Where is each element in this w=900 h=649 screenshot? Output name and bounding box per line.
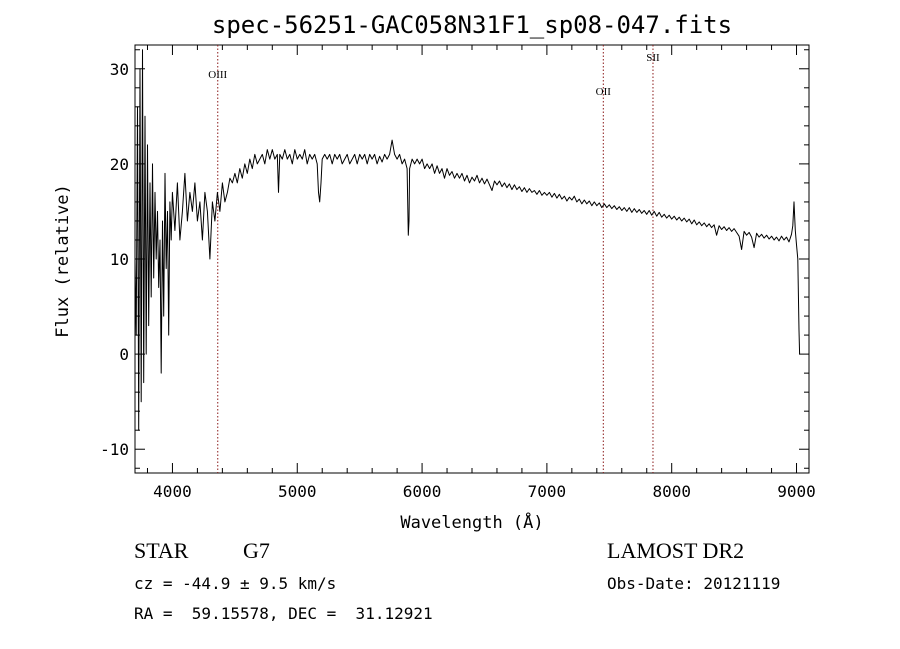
- x-tick-label: 5000: [278, 482, 317, 501]
- object-type: STAR: [134, 538, 189, 563]
- x-axis-label: Wavelength (Å): [400, 511, 543, 533]
- y-axis-label: Flux (relative): [53, 184, 73, 338]
- y-tick-label: 30: [110, 60, 129, 79]
- x-tick-label: 6000: [403, 482, 442, 501]
- y-tick-label: 20: [110, 155, 129, 174]
- coordinates: RA = 59.15578, DEC = 31.12921: [134, 604, 433, 623]
- axes: [134, 44, 810, 474]
- y-tick-label: 0: [119, 345, 129, 364]
- redshift-cz: cz = -44.9 ± 9.5 km/s: [134, 574, 337, 593]
- spectrum-series: [134, 49, 801, 431]
- obs-date: Obs-Date: 20121119: [607, 574, 781, 593]
- line-marker-label: OIII: [208, 69, 227, 81]
- line-marker-label: OII: [596, 86, 612, 98]
- spectrum-line: [134, 49, 801, 431]
- x-tick-label: 9000: [777, 482, 816, 501]
- y-tick-label: 10: [110, 250, 129, 269]
- subclass: G7: [243, 538, 270, 563]
- y-tick-label: -10: [100, 440, 129, 459]
- x-tick-label: 8000: [652, 482, 691, 501]
- chart-title: spec-56251-GAC058N31F1_sp08-047.fits: [212, 11, 732, 39]
- x-tick-label: 4000: [153, 482, 192, 501]
- survey-name: LAMOST DR2: [607, 538, 745, 563]
- emission-line-markers: OIII OII SII: [208, 45, 660, 473]
- plot-frame: [134, 44, 810, 474]
- x-tick-label: 7000: [528, 482, 567, 501]
- line-marker-label: SII: [646, 52, 660, 64]
- axis-ticks: 4000 5000 6000 7000 8000 9000 -10 0 10 20 30: [100, 45, 816, 501]
